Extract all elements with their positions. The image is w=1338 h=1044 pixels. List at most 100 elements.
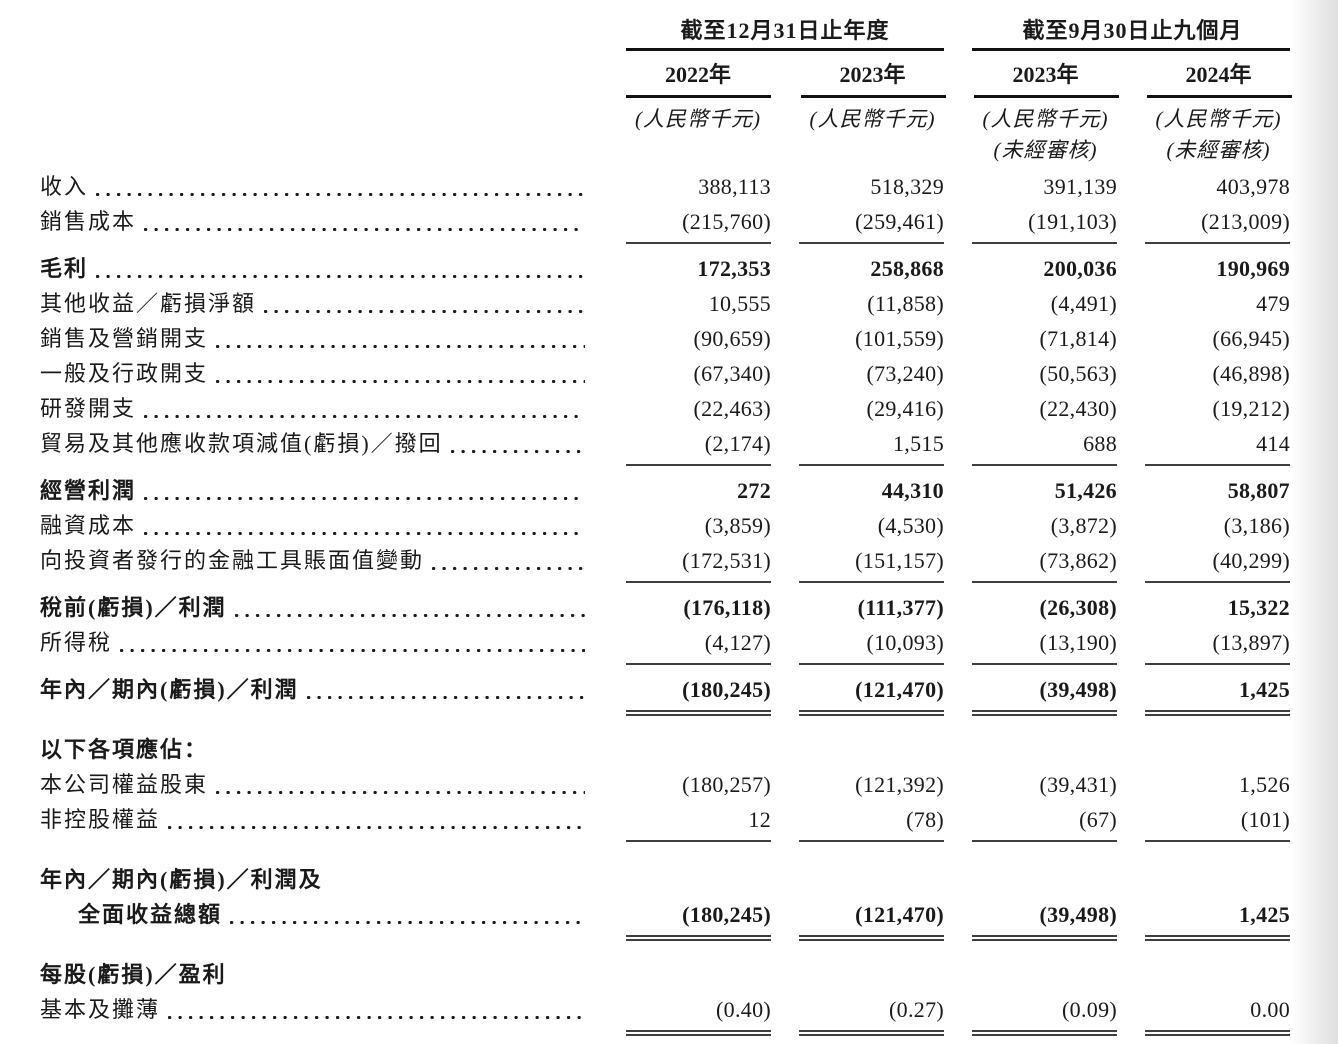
value-cell: 58,807 — [1227, 478, 1290, 503]
value-cell: 391,139 — [1043, 174, 1117, 199]
value-cell: (26,308) — [1039, 595, 1117, 620]
value-cell: 10,555 — [708, 291, 771, 316]
value-cell: (259,461) — [855, 209, 944, 234]
year-rule — [1147, 95, 1292, 98]
period-group-ninemonth-label: 截至9月30日止九個月 — [1022, 18, 1243, 43]
double-column-rule — [626, 710, 771, 716]
row-label: 融資成本 — [40, 513, 137, 538]
value-cell: (121,392) — [855, 772, 944, 797]
row-label-cell: 一般及行政開支 — [40, 356, 595, 391]
value-cell: 1,515 — [893, 431, 944, 456]
value-cell: 0.00 — [1250, 997, 1290, 1022]
value-cell: (10,093) — [866, 630, 944, 655]
column-rule — [799, 581, 944, 583]
row-label: 向投資者發行的金融工具賬面值變動 — [40, 548, 425, 573]
value-cell: (3,186) — [1223, 513, 1290, 538]
value-cell: 479 — [1256, 291, 1290, 316]
currency-unit-text: (人民幣千元) — [635, 107, 761, 131]
row-label: 研發開支 — [40, 396, 137, 421]
row-label: 一般及行政開支 — [40, 361, 209, 386]
rule-row — [40, 1027, 1338, 1039]
row-label: 其他收益／虧損淨額 — [40, 291, 257, 316]
table-row: 年內／期內(虧損)／利潤及 — [40, 862, 1338, 897]
value-cell: (73,862) — [1039, 548, 1117, 573]
table-row: 本公司權益股東 (180,257) (121,392) (39,431) 1,526 — [40, 767, 1338, 802]
value-cell: (3,872) — [1050, 513, 1117, 538]
dot-leader — [306, 696, 585, 699]
currency-unit-label: (人民幣千元) — [1117, 104, 1290, 135]
table-row: 非控股權益 12 (78) (67) (101) — [40, 802, 1338, 837]
value-cell: (0.40) — [716, 997, 771, 1022]
double-column-rule — [799, 935, 944, 941]
row-label-cell: 全面收益總額 — [40, 897, 595, 932]
column-rule — [972, 581, 1117, 583]
value-cell: 388,113 — [698, 174, 771, 199]
value-cell: 414 — [1256, 431, 1290, 456]
currency-unit-label: (人民幣千元) — [944, 104, 1117, 135]
dot-leader — [96, 275, 585, 278]
value-cell: (0.27) — [889, 997, 944, 1022]
row-label-cell: 經營利潤 — [40, 473, 595, 508]
double-column-rule — [799, 1030, 944, 1036]
value-cell: (40,299) — [1212, 548, 1290, 573]
value-cell: (39,498) — [1039, 677, 1117, 702]
value-cell: (22,463) — [693, 396, 771, 421]
dot-leader — [144, 415, 585, 418]
year-header-2022: 2022年 — [595, 58, 771, 92]
year-rule-row — [40, 92, 1338, 104]
table-row: 全面收益總額 (180,245) (121,470) (39,498) 1,425 — [40, 897, 1338, 932]
row-label: 貿易及其他應收款項減值(虧損)／撥回 — [40, 431, 443, 456]
value-cell: 44,310 — [881, 478, 944, 503]
double-column-rule — [1145, 710, 1290, 716]
value-cell: (101,559) — [855, 326, 944, 351]
unaudited-note-row: (未經審核) (未經審核) — [40, 135, 1338, 169]
value-cell: 272 — [737, 478, 771, 503]
value-cell: (176,118) — [683, 595, 771, 620]
table-row: 向投資者發行的金融工具賬面值變動 (172,531) (151,157) (73,86… — [40, 543, 1338, 578]
table-row: 貿易及其他應收款項減值(虧損)／撥回 (2,174) 1,515 688 414 — [40, 426, 1338, 461]
period-group-row: 截至12月31日止年度 截至9月30日止九個月 — [40, 14, 1338, 48]
value-cell: 403,978 — [1216, 174, 1290, 199]
double-column-rule — [1145, 935, 1290, 941]
table-row: 銷售成本 (215,760) (259,461) (191,103) (213,009) — [40, 204, 1338, 239]
dot-leader — [230, 921, 585, 924]
table-row: 所得稅 (4,127) (10,093) (13,190) (13,897) — [40, 625, 1338, 660]
row-label-cell: 融資成本 — [40, 508, 595, 543]
double-column-rule — [799, 710, 944, 716]
year-header-2024-9m: 2024年 — [1117, 58, 1290, 92]
dot-leader — [234, 614, 585, 617]
row-label-cell: 研發開支 — [40, 391, 595, 426]
year-label: 2022年 — [664, 62, 731, 87]
dot-leader — [216, 791, 585, 794]
value-cell: (180,245) — [682, 677, 771, 702]
row-label-cell: 年內／期內(虧損)／利潤及 — [40, 862, 1290, 897]
row-label: 每股(虧損)／盈利 — [40, 962, 227, 987]
column-rule — [799, 663, 944, 665]
period-group-ninemonth: 截至9月30日止九個月 — [944, 14, 1290, 48]
year-header-2023: 2023年 — [771, 58, 944, 92]
column-rule — [972, 464, 1117, 466]
table-row: 收入 388,113 518,329 391,139 403,978 — [40, 169, 1338, 204]
row-label-cell: 每股(虧損)／盈利 — [40, 957, 1290, 992]
row-label: 毛利 — [40, 256, 89, 281]
value-cell: (71,814) — [1039, 326, 1117, 351]
dot-leader — [144, 497, 585, 500]
table-row: 毛利 172,353 258,868 200,036 190,969 — [40, 251, 1338, 286]
value-cell: (39,431) — [1039, 772, 1117, 797]
value-cell: (215,760) — [682, 209, 771, 234]
rule-row — [40, 239, 1338, 251]
column-rule — [626, 581, 771, 583]
rule-row — [40, 660, 1338, 672]
value-cell: (90,659) — [693, 326, 771, 351]
row-label-cell: 基本及攤薄 — [40, 992, 595, 1027]
table-row: 基本及攤薄 (0.40) (0.27) (0.09) 0.00 — [40, 992, 1338, 1027]
table-row: 其他收益／虧損淨額 10,555 (11,858) (4,491) 479 — [40, 286, 1338, 321]
row-label: 年內／期內(虧損)／利潤及 — [40, 867, 323, 892]
column-rule — [626, 663, 771, 665]
row-label: 所得稅 — [40, 630, 113, 655]
value-cell: (3,859) — [704, 513, 771, 538]
row-label-cell: 以下各項應佔： — [40, 732, 1290, 767]
row-label: 稅前(虧損)／利潤 — [40, 595, 227, 620]
value-cell: 258,868 — [870, 256, 944, 281]
dot-leader — [216, 345, 585, 348]
